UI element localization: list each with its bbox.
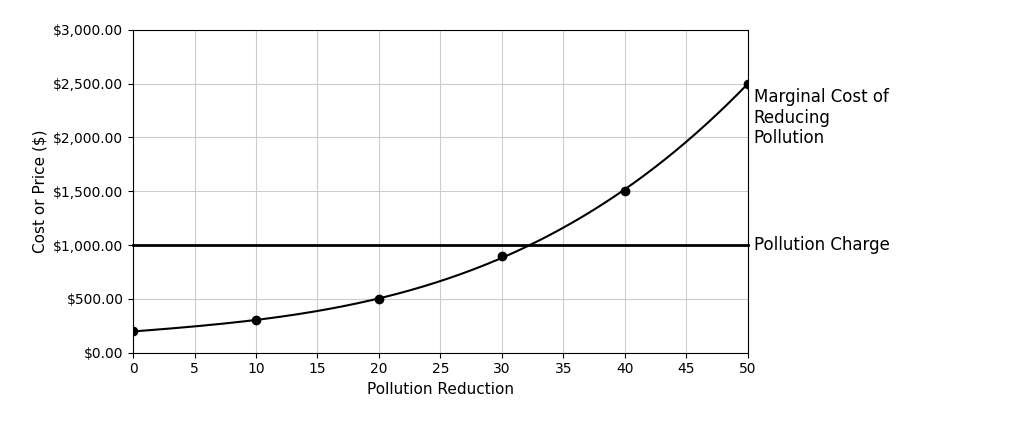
Text: Pollution Charge: Pollution Charge [754, 236, 890, 254]
X-axis label: Pollution Reduction: Pollution Reduction [367, 382, 514, 397]
Y-axis label: Cost or Price ($): Cost or Price ($) [33, 130, 47, 253]
Text: Marginal Cost of
Reducing
Pollution: Marginal Cost of Reducing Pollution [754, 88, 889, 147]
